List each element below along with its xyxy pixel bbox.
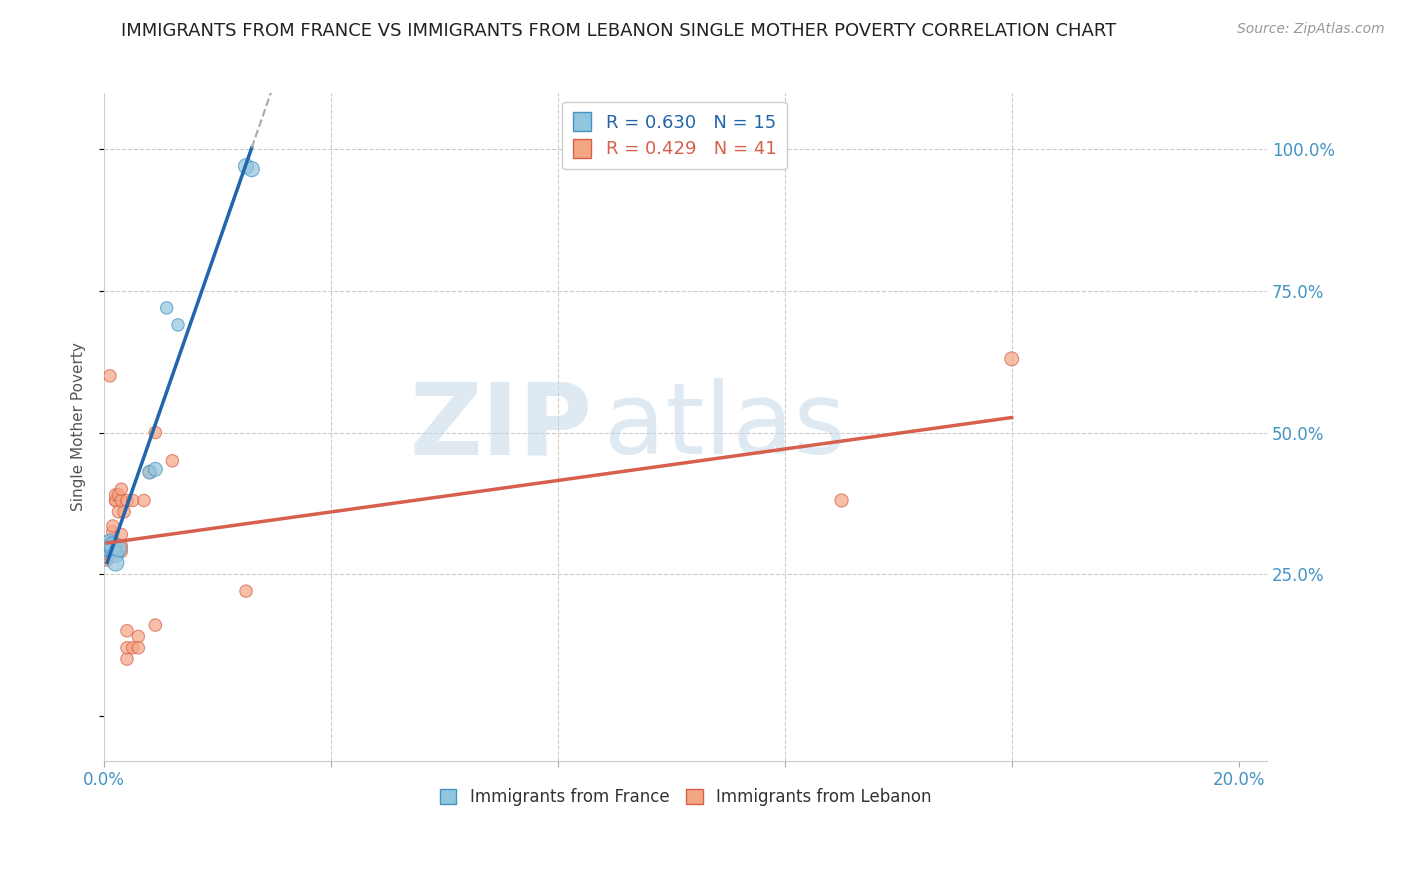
Point: [110, 539, 132, 553]
Point: [96, 553, 118, 567]
Point: [112, 505, 135, 519]
Text: ZIP: ZIP: [409, 378, 592, 475]
Point: [143, 462, 166, 476]
Point: [104, 493, 127, 508]
Point: [240, 162, 263, 177]
Point: [110, 482, 132, 496]
Point: [110, 527, 132, 541]
Point: [156, 301, 179, 315]
Point: [104, 539, 127, 553]
Text: Source: ZipAtlas.com: Source: ZipAtlas.com: [1237, 22, 1385, 37]
Text: IMMIGRANTS FROM FRANCE VS IMMIGRANTS FROM LEBANON SINGLE MOTHER POVERTY CORRELAT: IMMIGRANTS FROM FRANCE VS IMMIGRANTS FRO…: [121, 22, 1116, 40]
Point: [127, 630, 149, 644]
Point: [104, 547, 127, 561]
Point: [101, 539, 124, 553]
Point: [104, 556, 127, 570]
Point: [138, 465, 160, 479]
Point: [110, 493, 132, 508]
Point: [127, 640, 149, 655]
Point: [104, 493, 127, 508]
Point: [138, 465, 160, 479]
Point: [97, 550, 120, 565]
Point: [98, 536, 121, 550]
Point: [101, 519, 124, 533]
Point: [104, 541, 127, 556]
Point: [143, 618, 166, 632]
Point: [115, 640, 138, 655]
Point: [162, 454, 184, 468]
Point: [101, 541, 124, 556]
Point: [98, 541, 121, 556]
Point: [98, 368, 121, 383]
Point: [101, 539, 124, 553]
Point: [115, 652, 138, 666]
Point: [115, 624, 138, 638]
Point: [97, 547, 120, 561]
Point: [101, 533, 124, 548]
Point: [107, 488, 129, 502]
Text: atlas: atlas: [605, 378, 846, 475]
Point: [132, 493, 155, 508]
Point: [104, 536, 127, 550]
Point: [143, 425, 166, 440]
Point: [101, 524, 124, 539]
Point: [235, 584, 257, 599]
Point: [121, 640, 143, 655]
Point: [97, 541, 120, 556]
Legend: Immigrants from France, Immigrants from Lebanon: Immigrants from France, Immigrants from …: [433, 781, 938, 813]
Point: [104, 488, 127, 502]
Point: [831, 493, 853, 508]
Point: [104, 544, 127, 558]
Point: [235, 159, 257, 173]
Point: [107, 541, 129, 556]
Point: [107, 505, 129, 519]
Y-axis label: Single Mother Poverty: Single Mother Poverty: [72, 343, 86, 511]
Point: [96, 539, 118, 553]
Point: [1001, 351, 1024, 366]
Point: [121, 493, 143, 508]
Point: [98, 541, 121, 556]
Point: [167, 318, 190, 332]
Point: [110, 544, 132, 558]
Point: [115, 493, 138, 508]
Point: [101, 544, 124, 558]
